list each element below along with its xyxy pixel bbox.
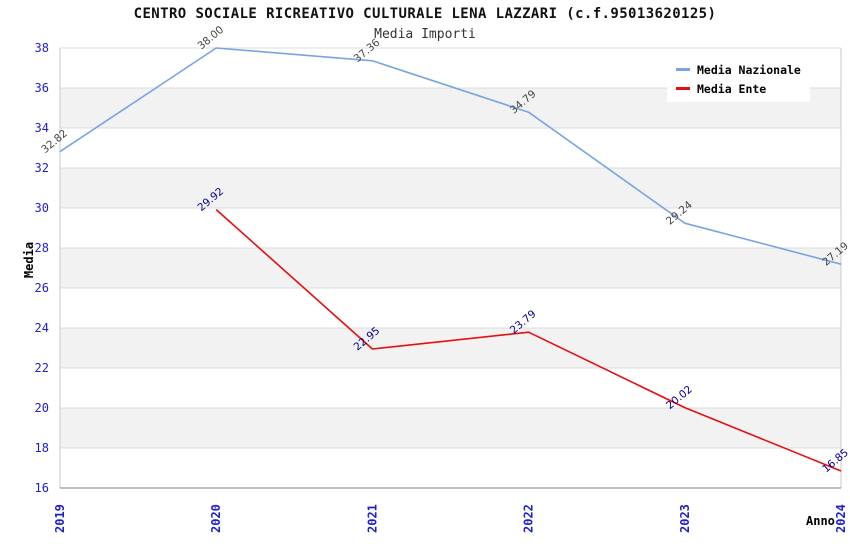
media-ente-line-swatch	[676, 87, 690, 90]
plot-band	[60, 248, 841, 288]
plot-band	[60, 328, 841, 368]
y-tick-label: 34	[35, 121, 49, 135]
chart-subtitle: Media Importi	[374, 27, 476, 42]
x-tick-label: 2023	[678, 504, 692, 533]
y-tick-label: 28	[35, 241, 49, 255]
legend-label: Media Ente	[697, 81, 767, 96]
y-tick-label: 22	[35, 361, 49, 375]
y-tick-label: 24	[35, 321, 49, 335]
x-tick-label: 2021	[365, 504, 379, 533]
series-line-media-nazionale	[59, 47, 842, 265]
series-line-media-ente	[215, 209, 842, 472]
x-tick-label: 2020	[209, 504, 223, 533]
legend: Media Nazionale Media Ente	[667, 55, 810, 102]
y-tick-label: 36	[35, 81, 49, 95]
x-tick-label: 2019	[53, 504, 67, 533]
y-tick-label: 16	[35, 481, 49, 495]
x-axis-title: Anno	[806, 514, 835, 528]
legend-item-media-nazionale: Media Nazionale	[676, 60, 810, 79]
plot-band	[60, 408, 841, 448]
x-tick-label: 2022	[522, 504, 536, 533]
chart-title: CENTRO SOCIALE RICREATIVO CULTURALE LENA…	[133, 6, 717, 22]
y-tick-label: 20	[35, 401, 49, 415]
y-tick-label: 38	[35, 41, 49, 55]
y-tick-label: 32	[35, 161, 49, 175]
legend-item-media-ente: Media Ente	[676, 79, 810, 98]
media-nazionale-line-swatch	[676, 68, 690, 71]
y-tick-label: 26	[35, 281, 49, 295]
x-tick-label: 2024	[834, 504, 848, 533]
data-label: 16.85	[820, 447, 850, 476]
y-axis-title: Media	[22, 241, 36, 279]
plot-band	[60, 168, 841, 208]
legend-label: Media Nazionale	[697, 62, 801, 77]
y-tick-label: 18	[35, 441, 49, 455]
y-tick-label: 30	[35, 201, 49, 215]
